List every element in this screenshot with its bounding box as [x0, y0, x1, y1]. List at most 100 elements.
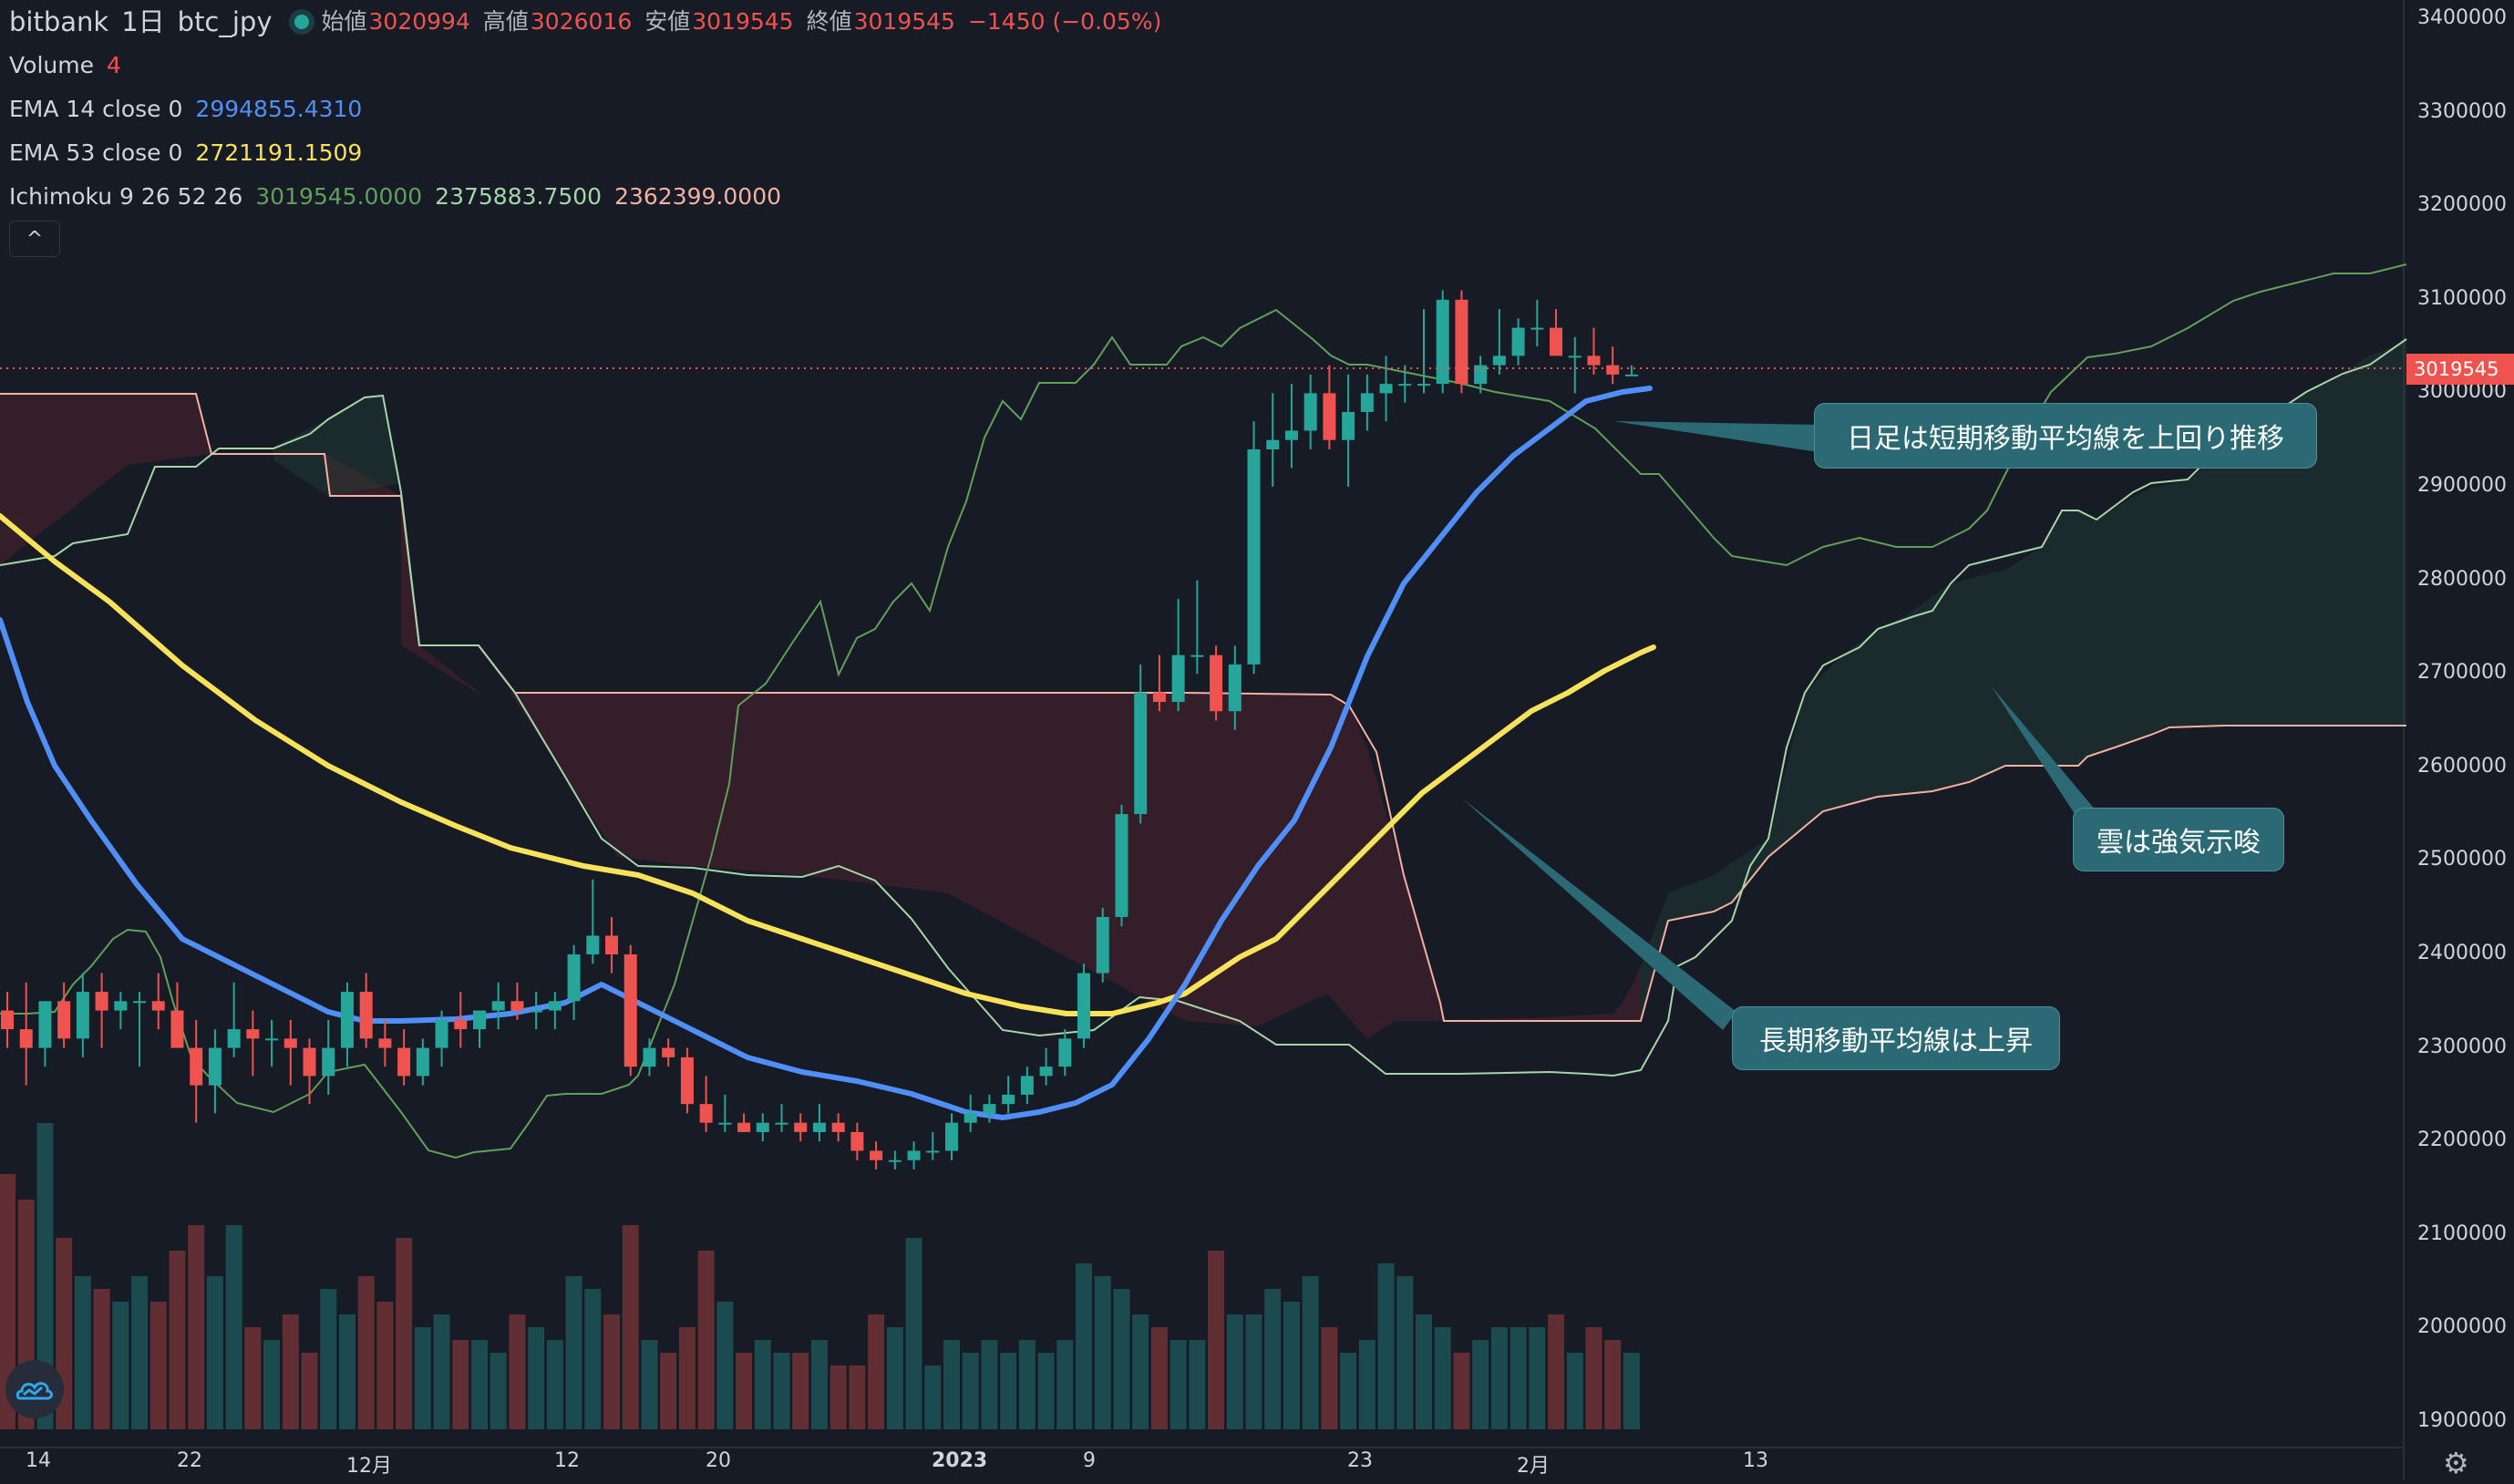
indicator-ichimoku[interactable]: Ichimoku 9 26 52 26 3019545.0000 2375883… — [9, 175, 1174, 219]
candle-body — [1284, 430, 1298, 440]
candle-body — [246, 1029, 260, 1039]
volume-bar — [565, 1276, 582, 1429]
candle-body — [133, 1001, 147, 1004]
volume-bar — [1150, 1327, 1168, 1429]
symbol-name[interactable]: btc_jpy — [177, 6, 273, 37]
volume-bar — [1472, 1340, 1489, 1429]
chevron-up-icon: ^ — [26, 227, 44, 251]
volume-bar — [1585, 1327, 1602, 1429]
volume-bar — [169, 1251, 186, 1429]
candle-body — [76, 992, 89, 1039]
volume-bar — [414, 1327, 431, 1429]
volume-bar — [1566, 1353, 1583, 1429]
volume-bar — [905, 1238, 922, 1429]
candle-body — [57, 1001, 71, 1039]
open-label: 始値 — [321, 8, 367, 35]
volume-bar — [1453, 1353, 1470, 1429]
price-tick-label: 2700000 — [2417, 661, 2507, 685]
settings-gear-icon[interactable]: ⚙ — [2443, 1446, 2469, 1480]
volume-bar — [1358, 1340, 1375, 1429]
collapse-legend-button[interactable]: ^ — [9, 221, 60, 257]
callout-pointer — [1991, 685, 2097, 822]
candle-body — [945, 1122, 958, 1151]
indicator-label: Volume — [9, 52, 94, 78]
candle-body — [1624, 374, 1638, 376]
candle-body — [1417, 384, 1430, 386]
candle-body — [38, 1001, 52, 1048]
indicator-label: EMA 14 close 0 — [9, 96, 183, 122]
tradingview-logo[interactable] — [5, 1360, 64, 1418]
price-tick-label: 1900000 — [2417, 1409, 2507, 1432]
volume-bar — [0, 1174, 15, 1429]
indicator-ema53[interactable]: EMA 53 close 0 2721191.1509 — [9, 131, 1174, 175]
time-tick-label: 9 — [1083, 1449, 1096, 1472]
candle-body — [491, 1001, 505, 1011]
candle-body — [473, 1010, 486, 1030]
volume-bar — [1037, 1353, 1055, 1429]
indicator-ema14[interactable]: EMA 14 close 0 2994855.4310 — [9, 88, 1174, 131]
candle-body — [1210, 654, 1223, 712]
candle-body — [303, 1047, 316, 1077]
indicator-label: Ichimoku 9 26 52 26 — [9, 183, 243, 210]
volume-bar — [981, 1340, 998, 1429]
candle-body — [812, 1122, 826, 1132]
close-value: 3019545 — [853, 8, 955, 35]
time-tick-label: 13 — [1743, 1449, 1768, 1472]
volume-bar — [452, 1340, 469, 1429]
candle-body — [208, 1047, 222, 1086]
price-tick-label: 2900000 — [2417, 474, 2507, 497]
interval-label[interactable]: 1日 — [121, 6, 165, 37]
candle-body — [831, 1122, 845, 1132]
candle-body — [718, 1122, 732, 1125]
callout-long-ma-rising: 長期移動平均線は上昇 — [1732, 1006, 2060, 1070]
volume-bar — [660, 1353, 677, 1429]
volume-bar — [1623, 1353, 1640, 1429]
candle-body — [775, 1122, 788, 1125]
candle-body — [794, 1122, 808, 1132]
candle-body — [1436, 299, 1449, 385]
candle-body — [1247, 448, 1261, 665]
candle-body — [1474, 365, 1488, 385]
volume-bar — [1189, 1340, 1206, 1429]
volume-bar — [433, 1314, 450, 1429]
candle-body — [1360, 393, 1374, 412]
bullish-cloud — [1641, 337, 2406, 1021]
volume-bar — [584, 1289, 602, 1429]
indicator-volume[interactable]: Volume 4 — [9, 44, 1174, 88]
volume-bar — [924, 1365, 942, 1429]
volume-bar — [962, 1353, 979, 1429]
candle-body — [963, 1113, 977, 1123]
volume-bar — [1490, 1327, 1508, 1429]
candle-body — [1303, 393, 1317, 431]
indicator-value: 2721191.1509 — [195, 139, 363, 166]
candle-body — [510, 1001, 524, 1011]
volume-bar — [244, 1327, 262, 1429]
price-tick-label: 2000000 — [2417, 1315, 2507, 1339]
candle-body — [870, 1150, 883, 1160]
volume-bar — [868, 1314, 885, 1429]
volume-bar — [149, 1302, 167, 1429]
volume-bar — [829, 1365, 847, 1429]
candle-body — [1077, 973, 1091, 1039]
volume-bar — [1094, 1276, 1111, 1429]
volume-bar — [36, 1123, 54, 1429]
candle-body — [1020, 1076, 1034, 1095]
indicator-value: 4 — [106, 52, 121, 78]
exchange-name[interactable]: bitbank — [9, 6, 109, 37]
candle-body — [1058, 1038, 1072, 1067]
volume-bar — [810, 1340, 828, 1429]
volume-bar — [1208, 1251, 1225, 1429]
candle-body — [435, 1019, 448, 1048]
candle-body — [227, 1029, 241, 1048]
candle-body — [114, 1001, 128, 1011]
candle-body — [548, 1001, 562, 1011]
low-label: 安値 — [644, 8, 691, 35]
time-tick-label: 14 — [26, 1449, 51, 1472]
indicator-value: 2375883.7500 — [435, 183, 603, 210]
candle-body — [322, 1047, 335, 1077]
candle-body — [737, 1122, 751, 1132]
candle-body — [530, 1010, 543, 1013]
callout-daily-above-ma: 日足は短期移動平均線を上回り推移 — [1814, 403, 2317, 469]
